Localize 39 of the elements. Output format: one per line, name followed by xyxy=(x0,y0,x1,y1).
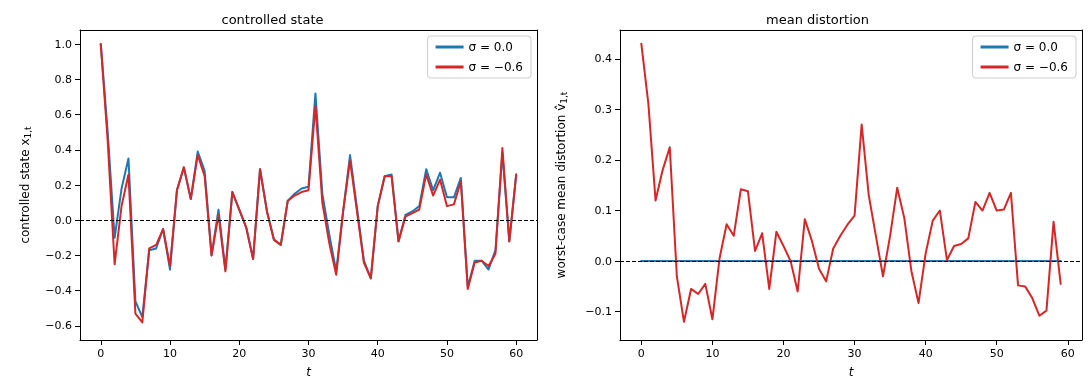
x-tick-label: 10 xyxy=(163,347,178,360)
y-tick-label: 0.2 xyxy=(54,178,72,192)
legend-label: σ = −0.6 xyxy=(468,60,524,74)
x-tick-label: 60 xyxy=(509,347,524,360)
x-tick-label: 30 xyxy=(301,347,316,360)
y-tick-label: 1.0 xyxy=(54,37,72,51)
x-tick-label: 0 xyxy=(97,347,105,360)
x-axis-title: t xyxy=(848,365,855,379)
legend-label: σ = 0.0 xyxy=(468,40,513,54)
x-tick-label: 30 xyxy=(847,347,862,360)
y-tick-label: 0.6 xyxy=(54,108,72,122)
legend-label: σ = −0.6 xyxy=(1013,60,1068,74)
chart-title: mean distortion xyxy=(765,12,869,27)
y-tick-label: −0.6 xyxy=(45,319,72,333)
y-tick-label: 0.2 xyxy=(594,153,612,167)
y-tick-label: 0.8 xyxy=(54,72,72,86)
x-tick-label: 60 xyxy=(1060,347,1075,360)
y-tick-label: 0.1 xyxy=(594,204,612,218)
chart-title: controlled state xyxy=(221,12,324,27)
x-tick-label: 20 xyxy=(775,347,790,360)
x-tick-label: 50 xyxy=(989,347,1004,360)
y-tick-label: 0.0 xyxy=(594,254,612,268)
y-tick-label: 0.3 xyxy=(594,102,612,116)
legend-label: σ = 0.0 xyxy=(1013,40,1058,54)
y-tick-label: 0.4 xyxy=(594,52,612,66)
x-tick-label: 50 xyxy=(439,347,454,360)
y-tick-label: −0.2 xyxy=(45,248,72,262)
y-tick-label: 0.0 xyxy=(54,213,72,227)
y-axis-title: worst-case mean distortion v̂1,t xyxy=(553,91,568,279)
x-tick-label: 10 xyxy=(704,347,719,360)
y-axis-title: controlled state x1,t xyxy=(17,125,33,244)
x-tick-label: 40 xyxy=(918,347,933,360)
x-axis-title: t xyxy=(306,365,313,379)
y-tick-label: −0.1 xyxy=(584,305,612,319)
y-tick-label: −0.4 xyxy=(45,284,72,298)
x-tick-label: 40 xyxy=(370,347,385,360)
x-tick-label: 20 xyxy=(232,347,247,360)
y-tick-label: 0.4 xyxy=(54,143,72,157)
x-tick-label: 0 xyxy=(637,347,645,360)
